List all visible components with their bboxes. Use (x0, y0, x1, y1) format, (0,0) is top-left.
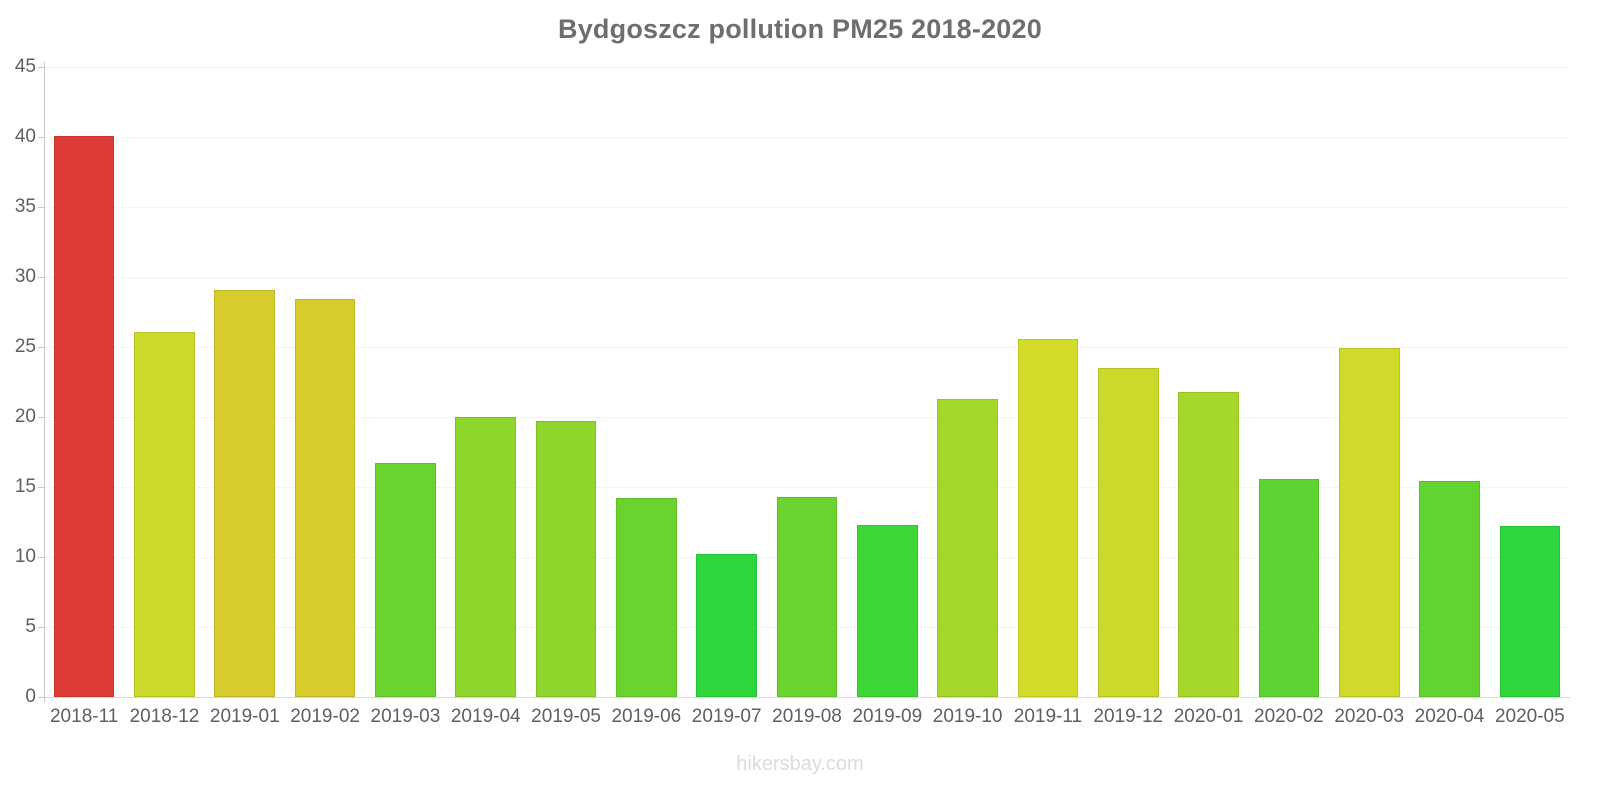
y-tick-label: 45 (14, 56, 36, 77)
x-tick-label: 2020-03 (1334, 706, 1405, 727)
x-tick-label: 2019-03 (370, 706, 441, 727)
y-tick-label: 15 (14, 476, 36, 497)
y-axis-line (44, 62, 45, 702)
x-tick-label: 2018-12 (129, 706, 200, 727)
gridline (44, 277, 1570, 278)
gridline (44, 487, 1570, 488)
gridline (44, 67, 1570, 68)
bar-2020-03[interactable] (1338, 348, 1400, 697)
y-tick-mark (38, 697, 45, 698)
x-tick-label: 2019-02 (290, 706, 360, 727)
x-tick-label: 2020-04 (1414, 706, 1485, 727)
y-tick-mark (38, 627, 45, 628)
y-tick-mark (38, 207, 45, 208)
y-tick-label: 25 (14, 336, 36, 357)
bar-2019-03[interactable] (375, 463, 436, 697)
y-tick-label: 0 (25, 686, 36, 707)
bar-2019-04[interactable] (455, 417, 517, 697)
y-tick-mark (38, 417, 45, 418)
y-tick-mark (38, 137, 45, 138)
x-axis-labels: 2018-11 2018-12 2019-01 2019-02 2019-03 2019-… (44, 706, 1570, 736)
bar-2019-07[interactable] (696, 554, 757, 697)
x-tick-label: 2019-11 (1013, 706, 1083, 727)
y-tick-label: 10 (14, 546, 36, 567)
page-title: Bydgoszcz pollution PM25 2018-2020 (558, 14, 1042, 44)
bar-2018-11[interactable] (53, 135, 115, 697)
bar-2019-02[interactable] (294, 299, 356, 697)
bar-2020-01[interactable] (1178, 391, 1239, 697)
y-tick-label: 30 (14, 266, 36, 287)
x-tick-label: 2020-01 (1173, 706, 1244, 727)
bar-2019-06[interactable] (616, 498, 677, 697)
y-tick-mark (38, 487, 45, 488)
y-tick-label: 20 (14, 406, 36, 427)
x-tick-label: 2018-11 (49, 706, 119, 727)
gridline (44, 417, 1570, 418)
y-tick-mark (38, 557, 45, 558)
bar-2020-04[interactable] (1419, 481, 1480, 697)
bar-2018-12[interactable] (134, 331, 195, 697)
x-tick-label: 2019-12 (1093, 706, 1164, 727)
gridline (44, 697, 1570, 698)
source-watermark: hikersbay.com (736, 753, 864, 775)
x-tick-label: 2019-09 (852, 706, 923, 727)
x-tick-label: 2019-04 (450, 706, 521, 727)
plot-area (44, 67, 1570, 698)
x-tick-label: 2020-02 (1254, 706, 1324, 727)
bar-2019-05[interactable] (535, 421, 597, 697)
x-tick-label: 2019-08 (772, 706, 842, 727)
x-tick-label: 2019-01 (209, 706, 280, 727)
bar-2019-11[interactable] (1017, 338, 1079, 697)
bar-2019-10[interactable] (937, 398, 998, 697)
bar-2019-01[interactable] (214, 289, 276, 697)
y-axis-labels: 0 5 10 15 20 25 30 35 40 45 (0, 56, 36, 707)
y-tick-label: 5 (25, 616, 36, 637)
y-tick-label: 35 (14, 196, 36, 217)
y-tick-mark (38, 277, 45, 278)
gridline (44, 137, 1570, 138)
bar-2020-02[interactable] (1258, 478, 1320, 697)
x-tick-label: 2019-10 (932, 706, 1003, 727)
y-tick-mark (38, 347, 45, 348)
x-tick-label: 2019-07 (691, 706, 762, 727)
bar-2019-09[interactable] (856, 524, 918, 697)
x-tick-label: 2019-06 (611, 706, 682, 727)
x-tick-label: 2019-05 (531, 706, 601, 727)
bar-2020-05[interactable] (1499, 526, 1561, 697)
bar-2019-08[interactable] (776, 496, 838, 697)
bar-2019-12[interactable] (1097, 368, 1159, 697)
gridline (44, 347, 1570, 348)
y-tick-label: 40 (14, 126, 36, 147)
y-tick-mark (38, 67, 45, 68)
gridline (44, 207, 1570, 208)
x-tick-label: 2020-05 (1494, 706, 1565, 727)
